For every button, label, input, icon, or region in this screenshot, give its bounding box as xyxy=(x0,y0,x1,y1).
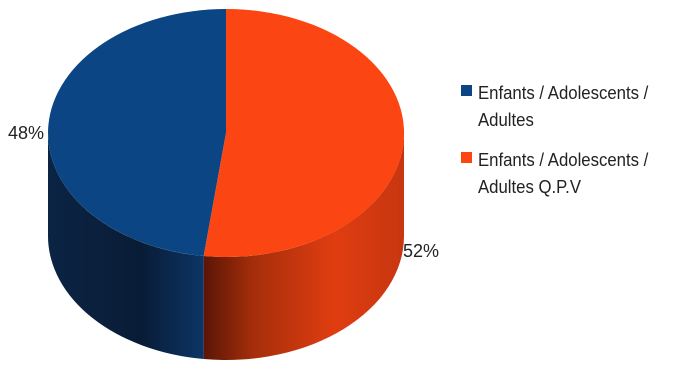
legend-swatch-0 xyxy=(461,85,472,96)
legend-item-1: Enfants / Adolescents / Adultes Q.P.V xyxy=(461,147,676,201)
legend-label-0: Enfants / Adolescents / Adultes xyxy=(478,83,649,130)
pie-slices xyxy=(48,8,405,360)
legend-label-1: Enfants / Adolescents / Adultes Q.P.V xyxy=(478,150,649,197)
legend: Enfants / Adolescents / Adultes Enfants … xyxy=(461,80,676,214)
legend-item-0: Enfants / Adolescents / Adultes xyxy=(461,80,676,134)
data-label-1: 52% xyxy=(403,241,439,261)
pie-slice-1-side xyxy=(203,133,404,360)
pie-slice-0-side xyxy=(48,133,204,360)
pie-slice-0 xyxy=(48,9,226,257)
data-label-0: 48% xyxy=(8,123,44,143)
legend-swatch-1 xyxy=(461,152,472,163)
pie-slice-1 xyxy=(203,8,405,258)
